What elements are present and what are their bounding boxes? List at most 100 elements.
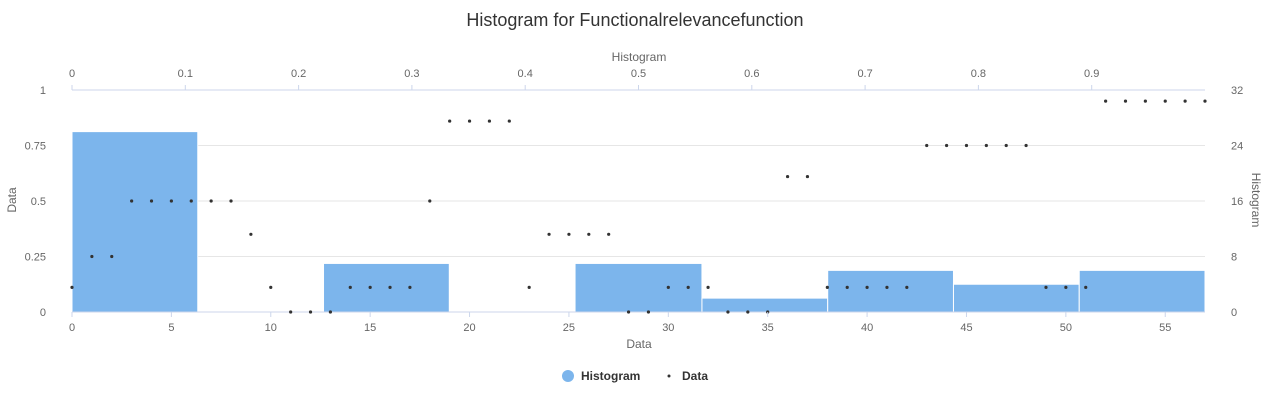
histogram-bar[interactable]: [827, 269, 954, 313]
x2-axis-title: Histogram: [612, 50, 667, 64]
data-point[interactable]: [805, 174, 810, 179]
x-tick-label: 0: [69, 322, 75, 334]
data-point[interactable]: [964, 143, 969, 148]
data-point[interactable]: [90, 254, 94, 259]
y-tick-label: 0.5: [31, 196, 46, 208]
legend-item-histogram[interactable]: Histogram: [562, 369, 640, 383]
data-point[interactable]: [448, 119, 452, 123]
data-point[interactable]: [328, 310, 333, 314]
data-point[interactable]: [209, 199, 213, 203]
y2-axis-title: Histogram: [1249, 173, 1263, 228]
histogram-bar[interactable]: [1078, 269, 1206, 313]
y2-tick-label: 0: [1231, 307, 1237, 319]
legend-data-marker: [667, 374, 671, 378]
histogram-bars: [71, 131, 1206, 313]
data-point[interactable]: [1123, 99, 1128, 103]
data-point[interactable]: [348, 285, 352, 289]
data-point[interactable]: [1104, 99, 1108, 103]
data-point[interactable]: [726, 310, 730, 314]
x-tick-label: 5: [168, 322, 174, 334]
histogram-bar[interactable]: [323, 262, 450, 313]
data-point[interactable]: [746, 310, 750, 314]
data-point[interactable]: [110, 254, 114, 259]
x-tick-label: 30: [662, 322, 674, 334]
data-point[interactable]: [70, 285, 74, 289]
x2-tick-label: 0.2: [291, 68, 306, 80]
grid-lines: [72, 89, 1205, 257]
data-point[interactable]: [984, 143, 988, 148]
y-axis-title: Data: [5, 187, 19, 213]
legend-data-label: Data: [682, 369, 708, 383]
data-point[interactable]: [149, 199, 154, 203]
y-tick-label: 0: [40, 307, 46, 319]
x2-tick-label: 0.7: [857, 68, 872, 80]
data-point[interactable]: [547, 232, 551, 236]
data-point[interactable]: [527, 285, 531, 289]
x2-tick-label: 0.8: [971, 68, 986, 80]
data-point[interactable]: [686, 285, 690, 289]
data-point[interactable]: [130, 199, 134, 203]
histogram-bar[interactable]: [952, 283, 1080, 313]
data-point[interactable]: [1084, 285, 1088, 289]
data-point[interactable]: [626, 310, 631, 314]
data-point[interactable]: [1143, 99, 1147, 103]
data-point[interactable]: [905, 285, 909, 289]
x2-tick-label: 0.3: [404, 68, 419, 80]
data-point[interactable]: [189, 199, 193, 203]
data-point[interactable]: [825, 285, 829, 289]
data-point[interactable]: [249, 232, 253, 236]
data-point[interactable]: [408, 285, 412, 289]
legend-histogram-label: Histogram: [581, 369, 640, 383]
y2-tick-label: 24: [1231, 141, 1243, 153]
data-point[interactable]: [1183, 99, 1187, 103]
data-point[interactable]: [666, 285, 670, 289]
x-tick-label: 45: [960, 322, 972, 334]
histogram-bar[interactable]: [701, 297, 829, 313]
data-point[interactable]: [467, 119, 472, 123]
data-point[interactable]: [646, 310, 651, 314]
data-point[interactable]: [487, 119, 492, 123]
data-point[interactable]: [865, 285, 869, 289]
data-point[interactable]: [1203, 99, 1207, 103]
data-point[interactable]: [388, 285, 392, 289]
y2-tick-label: 32: [1231, 85, 1243, 97]
data-point[interactable]: [885, 285, 889, 289]
data-point[interactable]: [169, 199, 173, 203]
data-point[interactable]: [1024, 143, 1028, 148]
data-point[interactable]: [1004, 143, 1008, 148]
data-point[interactable]: [567, 232, 571, 236]
data-points: [70, 99, 1207, 314]
x2-tick-label: 0.6: [744, 68, 759, 80]
data-point[interactable]: [845, 285, 849, 289]
data-point[interactable]: [1044, 285, 1048, 289]
data-point[interactable]: [607, 232, 611, 236]
x-axis-title: Data: [626, 337, 652, 351]
x-tick-label: 15: [364, 322, 376, 334]
data-point[interactable]: [428, 199, 432, 203]
data-point[interactable]: [308, 310, 313, 314]
x2-tick-label: 0.4: [518, 68, 533, 80]
data-point[interactable]: [706, 285, 710, 289]
histogram-bar[interactable]: [574, 262, 703, 313]
data-point[interactable]: [1163, 99, 1167, 103]
data-point[interactable]: [1064, 285, 1068, 289]
y-tick-label: 1: [40, 85, 46, 97]
x2-tick-label: 0.5: [631, 68, 646, 80]
data-point[interactable]: [587, 232, 591, 236]
data-point[interactable]: [507, 119, 511, 123]
legend-item-data[interactable]: Data: [667, 369, 709, 383]
histogram-bar[interactable]: [71, 131, 199, 313]
data-point[interactable]: [944, 143, 949, 148]
data-point[interactable]: [785, 174, 790, 179]
data-point[interactable]: [368, 285, 372, 289]
y-tick-label: 0.25: [25, 252, 46, 264]
data-point[interactable]: [289, 310, 293, 314]
data-point[interactable]: [925, 143, 929, 148]
data-point[interactable]: [269, 285, 273, 289]
data-point[interactable]: [229, 199, 233, 203]
x-tick-label: 10: [265, 322, 277, 334]
y-tick-label: 0.75: [25, 141, 46, 153]
